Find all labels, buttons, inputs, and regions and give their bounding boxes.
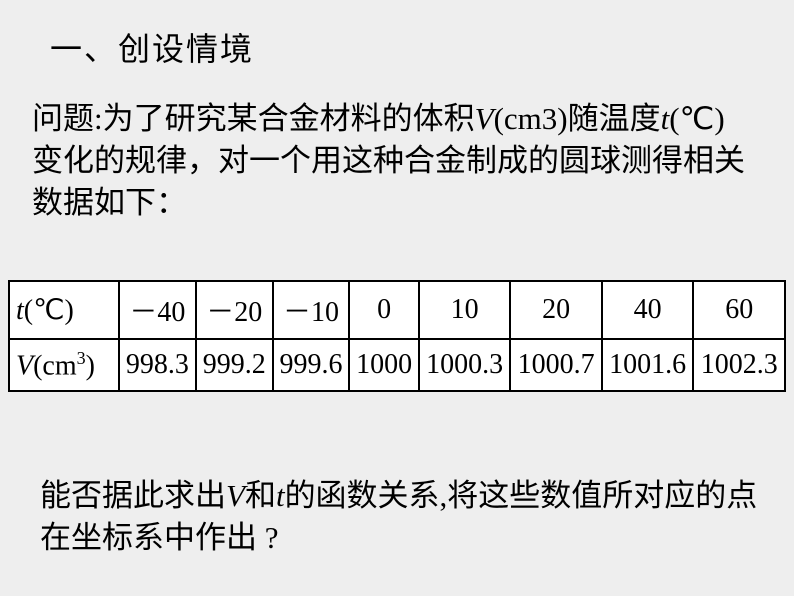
cell-t-5: 10 <box>419 281 511 339</box>
cell-t-8: 60 <box>693 281 785 339</box>
row-header-v-unit-prefix: (cm <box>33 350 77 381</box>
para1-var-t: t <box>661 101 670 136</box>
data-table-container: t(℃) －40 －20 －10 0 10 20 40 60 V(cm3) 99… <box>8 280 786 392</box>
table-row-temperature: t(℃) －40 －20 －10 0 10 20 40 60 <box>9 281 785 339</box>
para1-text1: 问题:为了研究某合金材料的体积 <box>32 101 475 136</box>
cell-t-3: －10 <box>273 281 350 339</box>
para2-var-v: V <box>226 478 245 513</box>
cell-v-3: 999.6 <box>273 339 350 391</box>
row-header-t: t(℃) <box>9 281 119 339</box>
row-header-v-var: V <box>16 350 33 381</box>
row-header-v: V(cm3) <box>9 339 119 391</box>
problem-paragraph-1: 问题:为了研究某合金材料的体积V(cm3)随温度t(℃) 变化的规律，对一个用这种… <box>32 98 752 224</box>
para1-unit1: (cm3) <box>494 101 568 136</box>
row-header-v-unit-sup: 3 <box>77 348 86 368</box>
para1-var-v: V <box>475 101 494 136</box>
cell-t-2: －20 <box>196 281 273 339</box>
section-heading: 一、创设情境 <box>50 24 254 70</box>
cell-t-6: 20 <box>510 281 602 339</box>
row-header-v-unit-suffix: ) <box>86 350 95 381</box>
para1-text3: 变化的规律，对一个用这种合金制成的圆球测得相关数据如下： <box>32 143 745 220</box>
cell-v-8: 1002.3 <box>693 339 785 391</box>
cell-v-6: 1000.7 <box>510 339 602 391</box>
table-row-volume: V(cm3) 998.3 999.2 999.6 1000 1000.3 100… <box>9 339 785 391</box>
cell-v-7: 1001.6 <box>602 339 694 391</box>
cell-v-4: 1000 <box>349 339 418 391</box>
para2-text2: 和 <box>245 478 276 513</box>
cell-t-4: 0 <box>349 281 418 339</box>
cell-v-2: 999.2 <box>196 339 273 391</box>
cell-v-5: 1000.3 <box>419 339 511 391</box>
row-header-t-unit: (℃) <box>24 295 74 326</box>
data-table: t(℃) －40 －20 －10 0 10 20 40 60 V(cm3) 99… <box>8 280 786 392</box>
row-header-t-var: t <box>16 295 24 326</box>
cell-t-1: －40 <box>119 281 196 339</box>
problem-paragraph-2: 能否据此求出V和t的函数关系,将这些数值所对应的点在坐标系中作出 ? <box>40 475 760 559</box>
para1-text2: 随温度 <box>568 101 661 136</box>
para2-text1: 能否据此求出 <box>40 478 226 513</box>
para1-unit2: (℃) <box>669 101 724 136</box>
cell-t-7: 40 <box>602 281 694 339</box>
cell-v-1: 998.3 <box>119 339 196 391</box>
para2-var-t: t <box>276 478 285 513</box>
